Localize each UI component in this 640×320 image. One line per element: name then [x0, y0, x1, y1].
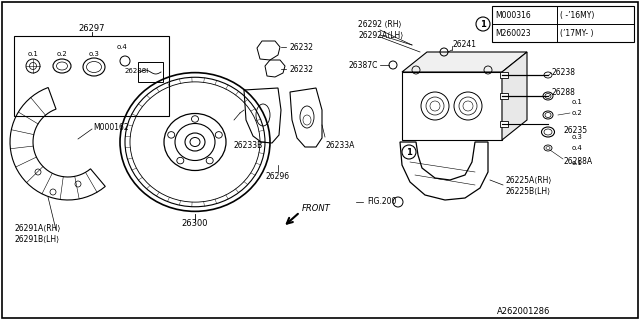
- Text: o.1: o.1: [572, 99, 583, 105]
- Text: o.2: o.2: [572, 110, 583, 116]
- Bar: [500, 121, 508, 127]
- Text: o.2: o.2: [56, 51, 67, 57]
- Text: 26225B⟨LH⟩: 26225B⟨LH⟩: [505, 187, 550, 196]
- Text: o.1: o.1: [572, 160, 583, 166]
- Text: 26292 ⟨RH⟩: 26292 ⟨RH⟩: [358, 20, 401, 28]
- Text: 26296: 26296: [266, 172, 290, 180]
- Text: 26291A⟨RH⟩: 26291A⟨RH⟩: [14, 223, 60, 233]
- Text: 26291B⟨LH⟩: 26291B⟨LH⟩: [14, 235, 59, 244]
- Bar: [14, 36, 169, 116]
- Text: 26288: 26288: [552, 87, 576, 97]
- Text: o.3: o.3: [572, 134, 583, 140]
- Text: (’17MY- ): (’17MY- ): [560, 28, 593, 37]
- Text: M000162: M000162: [93, 123, 129, 132]
- Bar: [492, 6, 634, 42]
- Text: 26387C: 26387C: [348, 60, 378, 69]
- Bar: [500, 72, 508, 78]
- Text: ( -’16MY): ( -’16MY): [560, 11, 595, 20]
- Text: A262001286: A262001286: [497, 308, 550, 316]
- Text: 26300: 26300: [182, 220, 208, 228]
- Text: o.4: o.4: [117, 44, 128, 50]
- Text: FIG.200: FIG.200: [367, 197, 396, 206]
- Text: 26297: 26297: [78, 23, 105, 33]
- Polygon shape: [402, 52, 527, 72]
- Text: M000316: M000316: [495, 11, 531, 20]
- Text: 1: 1: [480, 20, 486, 28]
- Text: 26288I: 26288I: [125, 68, 149, 74]
- Text: 26233A: 26233A: [325, 140, 355, 149]
- Text: o.3: o.3: [88, 51, 99, 57]
- Text: 26233B: 26233B: [233, 140, 262, 149]
- Text: 1: 1: [406, 148, 412, 156]
- Text: o.1: o.1: [28, 51, 38, 57]
- Text: 26232: 26232: [289, 65, 313, 74]
- Text: FRONT: FRONT: [302, 204, 331, 213]
- Bar: [500, 93, 508, 99]
- Text: 26241: 26241: [452, 39, 476, 49]
- Text: M260023: M260023: [495, 28, 531, 37]
- Bar: [138, 62, 163, 82]
- Text: 26238: 26238: [552, 68, 576, 76]
- Text: o.4: o.4: [572, 145, 583, 151]
- Text: 26232: 26232: [289, 43, 313, 52]
- Bar: [402, 72, 502, 140]
- Text: 26235: 26235: [564, 125, 588, 134]
- Text: 26225A⟨RH⟩: 26225A⟨RH⟩: [505, 175, 552, 185]
- Polygon shape: [502, 52, 527, 140]
- Text: 26288A: 26288A: [564, 156, 593, 165]
- Text: 26292A⟨LH⟩: 26292A⟨LH⟩: [358, 30, 403, 39]
